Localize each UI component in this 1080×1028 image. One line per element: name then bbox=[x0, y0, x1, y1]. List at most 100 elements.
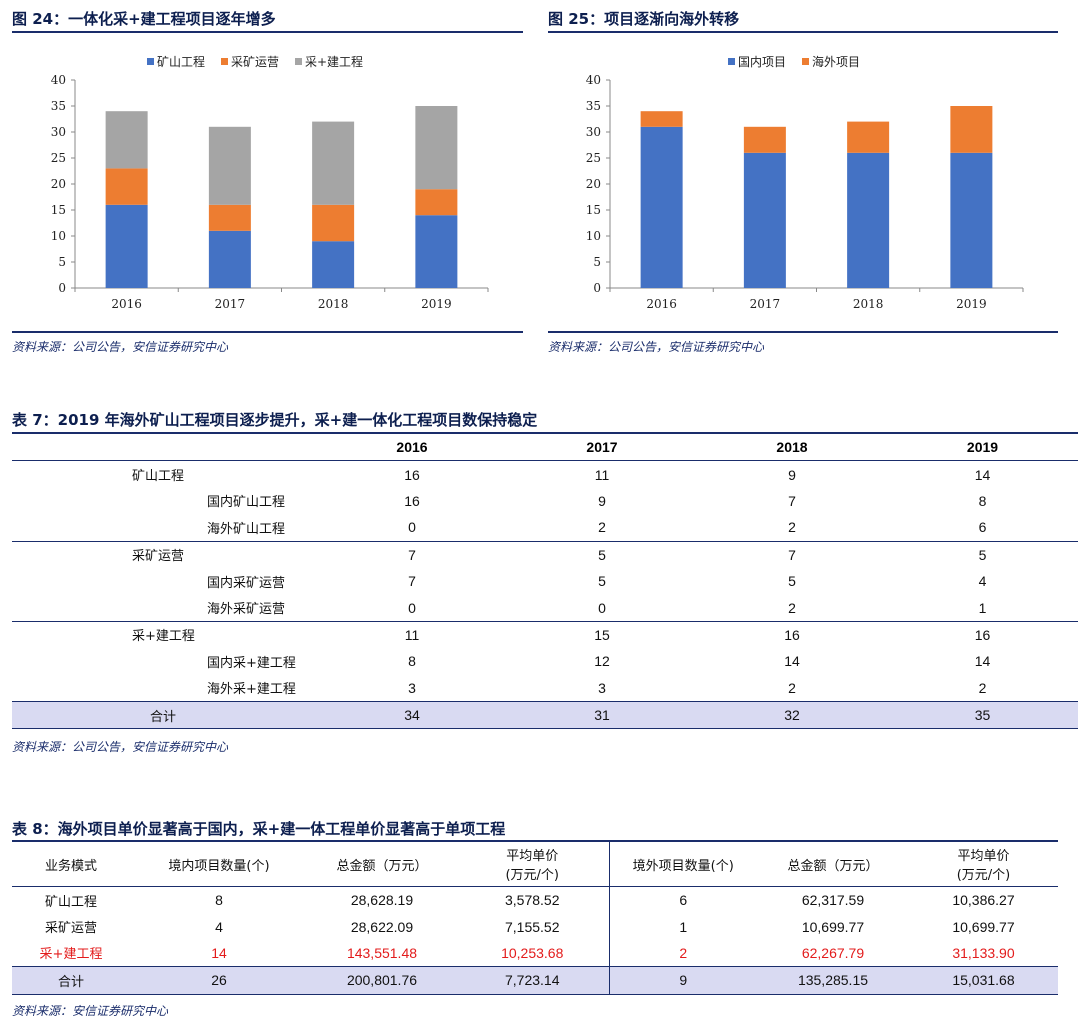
table7-row-label: 矿山工程 bbox=[12, 460, 317, 488]
legend-label: 国内项目 bbox=[738, 55, 786, 69]
fig25-source: 资料来源：公司公告，安信证券研究中心 bbox=[548, 340, 765, 354]
table8-cell: 10,699.77 bbox=[801, 918, 865, 935]
table8-header-dom-price: 平均单价 (万元/个) bbox=[456, 841, 610, 887]
fig25-title: 图 25：项目逐渐向海外转移 bbox=[548, 10, 740, 28]
table7-cell: 5 bbox=[788, 573, 796, 590]
table7-cell: 7 bbox=[317, 540, 507, 568]
table7-cell: 11 bbox=[507, 460, 697, 488]
table7-row-label: 采矿运营 bbox=[12, 540, 317, 568]
fig25-chart: 0 5 10 15 20 25 30 35 40 2016 2017 2018 2019 国内项目 海外项目 bbox=[586, 54, 1024, 311]
table8-cell: 26 bbox=[130, 966, 308, 995]
legend-swatch bbox=[295, 58, 302, 65]
table7-row-label: 海外采+建工程 bbox=[207, 682, 296, 698]
table8-cell: 28,622.09 bbox=[350, 918, 414, 935]
table7-cell: 2 bbox=[788, 519, 796, 536]
table7-source: 资料来源：公司公告，安信证券研究中心 bbox=[12, 740, 229, 754]
table7-cell: 14 bbox=[784, 653, 800, 670]
bar-采矿运营-2017 bbox=[208, 204, 251, 231]
y-tick-label: 0 bbox=[58, 281, 66, 295]
legend-swatch bbox=[221, 58, 228, 65]
table7-sub-row: 海外采+建工程 3 3 2 2 bbox=[12, 675, 1078, 702]
table7-cell: 3 bbox=[598, 679, 606, 696]
x-tick-label: 2017 bbox=[750, 297, 781, 311]
table7-cell: 2 bbox=[788, 679, 796, 696]
table8-cell: 9 bbox=[609, 966, 757, 995]
table8-cell: 143,551.48 bbox=[346, 944, 418, 961]
y-tick-label: 30 bbox=[586, 125, 601, 139]
table7-cell: 16 bbox=[404, 492, 420, 509]
table7-cell: 15 bbox=[507, 620, 697, 649]
table8-header-mode: 业务模式 bbox=[44, 858, 97, 874]
y-tick-label: 40 bbox=[586, 73, 601, 87]
fig25-title-rule bbox=[548, 31, 1058, 33]
table7-header-2017: 2017 bbox=[586, 439, 618, 456]
table7-cell: 14 bbox=[887, 460, 1078, 488]
table8-header-dom-price-line2: (万元/个) bbox=[505, 868, 560, 883]
table8-cell: 10,699.77 bbox=[952, 918, 1015, 935]
legend-label: 矿山工程 bbox=[157, 54, 205, 69]
table8-title: 表 8：海外项目单价显著高于国内，采+建一体工程单价显著高于单项工程 bbox=[12, 820, 506, 838]
table8-header-ovs-price-line1: 平均单价 bbox=[957, 849, 1010, 864]
table7-row-label: 国内矿山工程 bbox=[207, 495, 286, 511]
bar-矿山工程-2018 bbox=[312, 241, 355, 288]
table7-cell: 2 bbox=[598, 519, 606, 536]
y-tick-label: 10 bbox=[586, 229, 601, 243]
table8-cell: 7,155.52 bbox=[456, 913, 610, 940]
bar-国内项目-2019 bbox=[950, 152, 993, 288]
table7-cell: 3 bbox=[408, 679, 416, 696]
table8-cell: 7,723.14 bbox=[456, 966, 610, 995]
x-tick-label: 2019 bbox=[421, 297, 452, 311]
table7-cell: 8 bbox=[408, 653, 416, 670]
table7-group-row: 矿山工程 16 11 9 14 bbox=[12, 460, 1078, 488]
table7-cell: 1 bbox=[978, 599, 987, 616]
bar-采+建工程-2018 bbox=[312, 121, 355, 205]
table8-cell: 14 bbox=[211, 944, 227, 961]
table8-row-label: 合计 bbox=[12, 966, 130, 995]
bar-采+建工程-2017 bbox=[208, 126, 251, 205]
table7-group-row: 采矿运营 7 5 7 5 bbox=[12, 540, 1078, 568]
table8-header-dom-amount: 总金额（万元） bbox=[336, 858, 428, 874]
table8-cell: 1 bbox=[679, 918, 688, 935]
table7-row-label: 国内采矿运营 bbox=[207, 575, 286, 591]
table7-header-2016: 2016 bbox=[396, 439, 428, 456]
table7-header-2019: 2019 bbox=[966, 439, 999, 456]
table7-cell: 0 bbox=[408, 519, 416, 536]
fig24-chart: 0 5 10 15 20 25 30 35 40 2016 2017 2018 2019 矿山工程 采矿运营… bbox=[51, 54, 489, 311]
bar-采+建工程-2016 bbox=[105, 111, 148, 169]
x-tick-label: 2016 bbox=[111, 297, 142, 311]
y-tick-label: 15 bbox=[51, 203, 66, 217]
table8-cell: 15,031.68 bbox=[909, 966, 1058, 995]
table7-group-row: 采+建工程 11 15 16 16 bbox=[12, 620, 1078, 649]
table8-cell: 6 bbox=[679, 892, 688, 909]
table8-cell: 135,285.15 bbox=[757, 966, 909, 995]
table7-cell: 9 bbox=[598, 492, 606, 509]
table7-cell: 5 bbox=[507, 540, 697, 568]
table8-header-ovs-price: 平均单价 (万元/个) bbox=[909, 841, 1058, 887]
table8-row: 矿山工程 8 28,628.19 3,578.52 6 62,317.59 10,386.2… bbox=[12, 886, 1058, 914]
table7-cell: 32 bbox=[697, 700, 887, 730]
table8-row-label: 采矿运营 bbox=[44, 921, 97, 937]
bar-矿山工程-2016 bbox=[105, 204, 148, 288]
bar-国内项目-2016 bbox=[640, 126, 683, 288]
table8-row: 采矿运营 4 28,622.09 7,155.52 1 10,699.77 10,699.7… bbox=[12, 913, 1058, 940]
table7-row-label: 海外采矿运营 bbox=[207, 602, 286, 618]
y-tick-label: 25 bbox=[51, 151, 66, 165]
legend-label: 采+建工程 bbox=[305, 54, 363, 69]
y-tick-label: 25 bbox=[586, 151, 601, 165]
y-tick-label: 30 bbox=[51, 125, 66, 139]
bar-采矿运营-2019 bbox=[415, 189, 458, 216]
table8-cell: 4 bbox=[215, 918, 223, 935]
table7-cell: 2 bbox=[788, 599, 796, 616]
table8: 业务模式 境内项目数量(个) 总金额（万元） 平均单价 (万元/个) 境外项目数… bbox=[12, 840, 1058, 995]
table8-cell: 8 bbox=[215, 892, 223, 909]
table8-row: 采+建工程 14 143,551.48 10,253.68 2 62,267.79 31,1… bbox=[12, 939, 1058, 967]
table7-cell: 34 bbox=[317, 700, 507, 730]
table8-header-ovs-price-line2: (万元/个) bbox=[956, 868, 1011, 883]
y-tick-label: 5 bbox=[593, 255, 601, 269]
y-tick-label: 15 bbox=[586, 203, 601, 217]
y-tick-label: 10 bbox=[51, 229, 66, 243]
table8-cell: 62,267.79 bbox=[801, 944, 865, 961]
table7-cell: 8 bbox=[978, 492, 987, 509]
table8-row-label: 采+建工程 bbox=[39, 947, 103, 963]
table7-cell: 31 bbox=[507, 700, 697, 730]
